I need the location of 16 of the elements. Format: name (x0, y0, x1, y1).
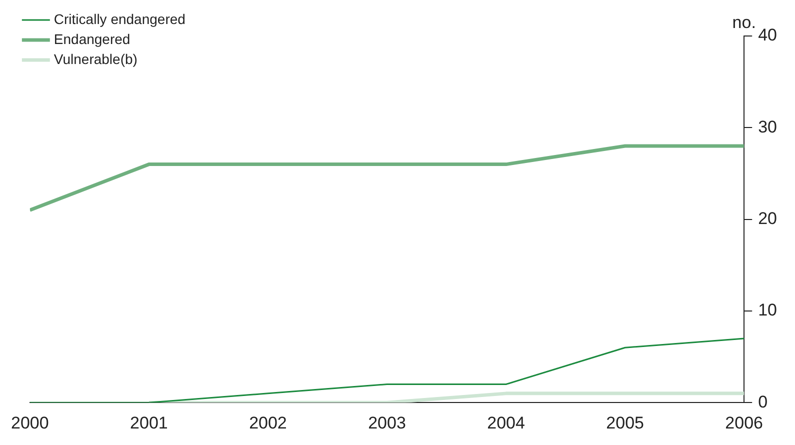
y-tick-label: 10 (758, 300, 778, 320)
x-tick-label: 2000 (10, 413, 49, 432)
y-tick-label: 20 (758, 208, 778, 228)
x-tick-label: 2005 (606, 413, 644, 432)
x-tick-label: 2004 (487, 413, 525, 432)
x-tick-label: 2002 (249, 413, 287, 432)
y-tick-label: 30 (758, 117, 778, 136)
y-tick-label: 0 (758, 392, 768, 412)
y-tick-label: 40 (758, 26, 778, 45)
x-tick-label: 2006 (725, 413, 764, 432)
legend-label: Critically endangered (54, 10, 186, 27)
legend-label: Vulnerable(b) (54, 50, 138, 67)
x-tick-label: 2003 (368, 413, 406, 432)
y-axis-title: no. (732, 13, 756, 32)
x-tick-label: 2001 (130, 413, 168, 432)
legend-label: Endangered (54, 30, 130, 47)
